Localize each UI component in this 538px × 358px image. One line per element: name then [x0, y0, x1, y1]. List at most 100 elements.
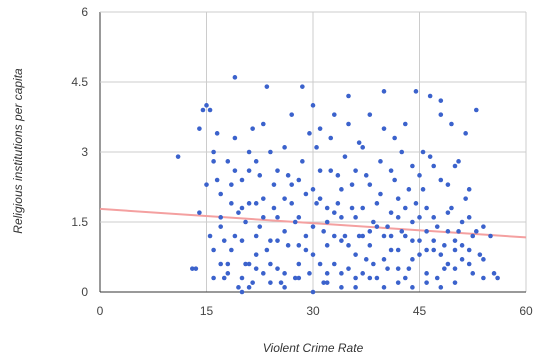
- data-point: [303, 247, 309, 253]
- data-point: [317, 196, 323, 201]
- data-point: [434, 224, 440, 229]
- data-point: [310, 289, 316, 295]
- data-point: [388, 247, 394, 253]
- data-point: [229, 247, 234, 253]
- data-point: [300, 159, 305, 164]
- data-point: [307, 131, 312, 136]
- data-point: [214, 177, 220, 183]
- data-point: [292, 219, 298, 225]
- data-point: [239, 238, 245, 243]
- data-point: [438, 285, 444, 290]
- data-point: [371, 219, 376, 225]
- data-point: [381, 257, 387, 262]
- data-point: [239, 289, 245, 295]
- data-point: [339, 187, 344, 192]
- data-point: [232, 233, 238, 239]
- data-point: [367, 229, 373, 234]
- data-point: [431, 215, 437, 220]
- data-point: [271, 205, 277, 211]
- data-point: [420, 187, 426, 192]
- y-tick-label: 6: [81, 5, 88, 19]
- data-point: [221, 238, 227, 243]
- data-point: [250, 280, 255, 285]
- data-point: [275, 215, 280, 220]
- data-point: [229, 182, 234, 187]
- data-point: [395, 215, 401, 220]
- data-point: [278, 280, 284, 285]
- data-point: [324, 280, 330, 285]
- data-point: [282, 145, 287, 150]
- data-point: [211, 159, 216, 164]
- data-point: [239, 275, 245, 281]
- data-point: [218, 215, 223, 220]
- data-point: [211, 275, 216, 281]
- data-point: [282, 229, 287, 234]
- data-point: [449, 121, 454, 127]
- data-point: [261, 215, 266, 220]
- data-point: [346, 121, 351, 127]
- data-point: [342, 233, 348, 239]
- data-point: [452, 238, 458, 243]
- data-point: [296, 215, 302, 220]
- data-point: [310, 187, 316, 192]
- data-point: [353, 275, 358, 281]
- data-point: [282, 196, 287, 201]
- data-point: [388, 168, 394, 173]
- data-point: [459, 243, 465, 248]
- data-point: [403, 233, 408, 239]
- data-point: [445, 261, 451, 267]
- data-point: [268, 280, 273, 285]
- data-point: [427, 93, 433, 99]
- data-point: [452, 163, 458, 169]
- data-point: [225, 261, 231, 267]
- data-point: [363, 257, 369, 262]
- data-point: [410, 163, 415, 169]
- data-point: [300, 84, 305, 89]
- data-point: [211, 247, 216, 253]
- axis-labels: 0 15 30 45 60 0 1.5 3 4.5 6: [71, 5, 533, 318]
- data-point: [438, 98, 444, 103]
- data-point: [193, 266, 199, 271]
- data-point: [332, 210, 337, 215]
- data-point: [207, 107, 213, 113]
- data-point: [307, 271, 312, 276]
- data-point: [371, 261, 376, 267]
- data-point: [335, 201, 341, 206]
- data-point: [417, 173, 422, 178]
- data-point: [285, 173, 291, 178]
- data-point: [243, 219, 248, 225]
- data-point: [417, 215, 422, 220]
- y-tick-label: 3: [81, 145, 88, 159]
- data-point: [271, 182, 277, 187]
- data-point: [360, 145, 366, 150]
- data-point: [367, 112, 373, 117]
- data-point: [321, 229, 326, 234]
- data-point: [349, 205, 355, 211]
- data-point: [449, 205, 454, 211]
- data-point: [353, 252, 358, 257]
- data-point: [268, 149, 273, 155]
- data-point: [395, 266, 401, 271]
- data-point: [403, 121, 408, 127]
- x-tick-label: 60: [519, 304, 533, 318]
- data-point: [431, 163, 437, 169]
- data-point: [349, 182, 355, 187]
- data-point: [264, 84, 270, 89]
- data-point: [296, 177, 302, 183]
- data-point: [488, 233, 493, 239]
- data-point: [310, 103, 316, 108]
- data-point: [289, 112, 295, 117]
- data-point: [261, 196, 266, 201]
- data-point: [495, 275, 500, 281]
- data-point: [470, 233, 476, 239]
- data-point: [204, 103, 209, 108]
- data-point: [339, 285, 344, 290]
- data-point: [452, 280, 458, 285]
- data-point: [481, 224, 486, 229]
- data-point: [434, 275, 440, 281]
- data-point: [378, 191, 383, 197]
- data-point: [339, 215, 344, 220]
- data-point: [257, 173, 263, 178]
